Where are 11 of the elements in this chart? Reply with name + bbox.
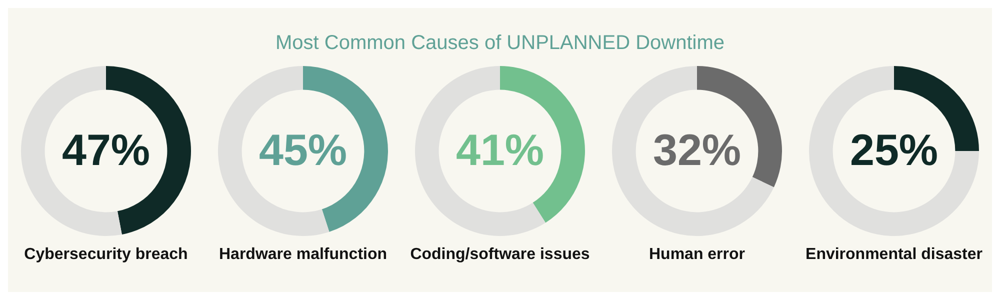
data-label: 25%: [850, 126, 938, 176]
text: Cybersecurity breach: [24, 246, 188, 264]
data-label: 45%: [258, 126, 348, 176]
data-label: 41%: [456, 126, 544, 176]
text: Environmental disaster: [806, 246, 982, 264]
text: Human error: [648, 246, 746, 264]
text: Coding/software issues: [410, 246, 590, 264]
data-label: 32%: [652, 126, 742, 176]
text: Hardware malfunction: [218, 246, 388, 264]
data-label: 47%: [62, 126, 150, 176]
chart-title: Most Common Causes of UNPLANNED Downtime: [275, 32, 725, 56]
